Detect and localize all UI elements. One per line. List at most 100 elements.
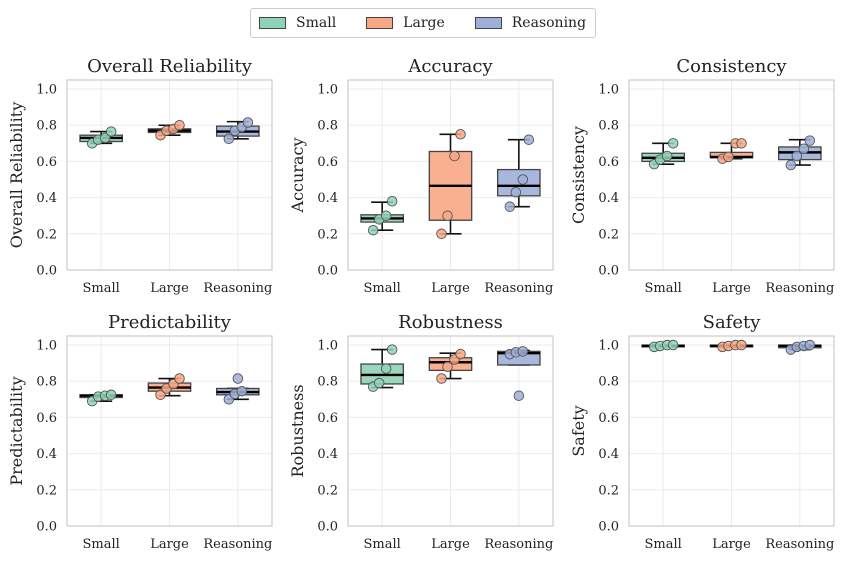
data-point — [436, 373, 447, 384]
y-tick-label: 0.6 — [598, 155, 619, 170]
y-tick-label: 0.8 — [317, 119, 338, 134]
x-tick-label: Small — [364, 537, 401, 552]
y-tick-label: 0.4 — [317, 447, 338, 462]
legend-swatch-large — [366, 17, 394, 29]
y-tick-label: 0.6 — [317, 155, 338, 170]
y-tick-label: 0.4 — [598, 191, 619, 206]
y-tick-label: 0.2 — [598, 227, 619, 242]
legend-swatch-small — [259, 17, 286, 29]
axes-frame — [628, 335, 835, 527]
data-point — [174, 119, 185, 131]
y-tick-label: 0.8 — [598, 119, 619, 134]
data-point — [155, 389, 166, 401]
data-point — [380, 210, 392, 221]
box-small — [641, 138, 686, 170]
y-tick-label: 1.0 — [317, 339, 338, 354]
data-point — [386, 195, 398, 207]
data-point — [504, 201, 516, 212]
y-tick-label: 0.0 — [598, 520, 619, 535]
legend-label-large: Large — [403, 15, 445, 31]
legend-label-reasoning: Reasoning — [511, 15, 587, 31]
data-point — [386, 344, 398, 355]
data-point — [242, 117, 254, 128]
data-point — [667, 339, 679, 351]
y-tick-label: 0.4 — [598, 447, 619, 462]
outlier-point — [232, 373, 244, 384]
y-tick-label: 0.6 — [36, 155, 57, 170]
x-tick-label: Small — [364, 281, 401, 296]
legend-swatch-reasoning — [474, 17, 502, 29]
panel-overall-reliability: Overall Reliability Overall Reliability 0.… — [7, 56, 273, 296]
box-large — [428, 348, 473, 384]
y-tick-label: 0.2 — [317, 227, 338, 242]
axes-frame — [66, 335, 273, 527]
box-reasoning — [496, 134, 541, 212]
data-point — [174, 373, 185, 384]
box-large — [428, 129, 473, 240]
x-tick-label: Reasoning — [765, 281, 834, 296]
x-tick-label: Large — [712, 281, 751, 296]
y-tick-label: 0.8 — [36, 375, 57, 390]
data-point — [455, 129, 466, 140]
y-tick-label: 0.0 — [598, 264, 619, 279]
y-axis-label: Consistency — [569, 126, 588, 224]
panel-robustness: Robustness Robustness 0.0 0.2 0.4 0.6 0.8 1.0 Sm… — [288, 312, 554, 552]
data-point — [804, 135, 816, 146]
box-reasoning — [778, 135, 822, 171]
box-small — [79, 389, 123, 407]
panel-title: Consistency — [676, 56, 787, 77]
legend: Small Large Reasoning — [250, 8, 596, 38]
x-tick-label: Large — [431, 537, 470, 552]
x-tick-label: Small — [645, 537, 682, 552]
x-tick-label: Reasoning — [203, 537, 272, 552]
y-tick-label: 0.8 — [317, 375, 338, 390]
data-point — [236, 385, 248, 397]
box-small — [360, 195, 405, 236]
outlier-point — [513, 390, 525, 401]
data-point — [105, 389, 117, 401]
data-point — [99, 132, 111, 144]
x-tick-label: Reasoning — [484, 281, 553, 296]
y-tick-label: 0.4 — [317, 191, 338, 206]
panel-title: Safety — [703, 312, 762, 333]
y-tick-label: 0.4 — [36, 191, 57, 206]
x-tick-label: Large — [712, 537, 751, 552]
axes-frame — [347, 79, 554, 271]
y-tick-label: 0.6 — [36, 411, 57, 426]
y-tick-label: 0.8 — [598, 375, 619, 390]
data-point — [523, 134, 535, 145]
y-tick-label: 0.0 — [317, 264, 338, 279]
y-tick-label: 0.4 — [36, 447, 57, 462]
data-point — [798, 143, 810, 155]
y-tick-label: 0.2 — [598, 483, 619, 498]
x-tick-label: Reasoning — [484, 537, 553, 552]
data-point — [723, 151, 734, 163]
data-point — [367, 224, 379, 236]
data-point — [373, 377, 385, 389]
data-point — [442, 361, 453, 373]
panel-consistency: Consistency Consistency 0.0 0.2 0.4 0.6 0.8 1.0… — [569, 56, 835, 296]
y-tick-label: 0.0 — [317, 520, 338, 535]
data-point — [436, 228, 447, 240]
legend-label-small: Small — [296, 15, 337, 31]
panel-title: Robustness — [398, 312, 503, 333]
x-tick-label: Large — [150, 537, 189, 552]
box-small — [641, 339, 686, 353]
box-reasoning — [215, 373, 260, 405]
x-tick-label: Large — [150, 281, 189, 296]
box-large — [709, 339, 754, 353]
data-point — [510, 186, 522, 198]
data-point — [380, 363, 392, 374]
x-tick-label: Small — [83, 537, 120, 552]
panel-title: Accuracy — [407, 56, 493, 77]
x-tick-label: Small — [645, 281, 682, 296]
box-reasoning — [496, 346, 541, 401]
panel-title: Predictability — [108, 312, 232, 333]
x-tick-label: Small — [83, 281, 120, 296]
data-point — [105, 126, 117, 137]
box-small — [79, 126, 123, 149]
y-axis-label: Safety — [569, 405, 588, 456]
data-point — [804, 339, 816, 351]
y-tick-label: 1.0 — [317, 83, 338, 98]
